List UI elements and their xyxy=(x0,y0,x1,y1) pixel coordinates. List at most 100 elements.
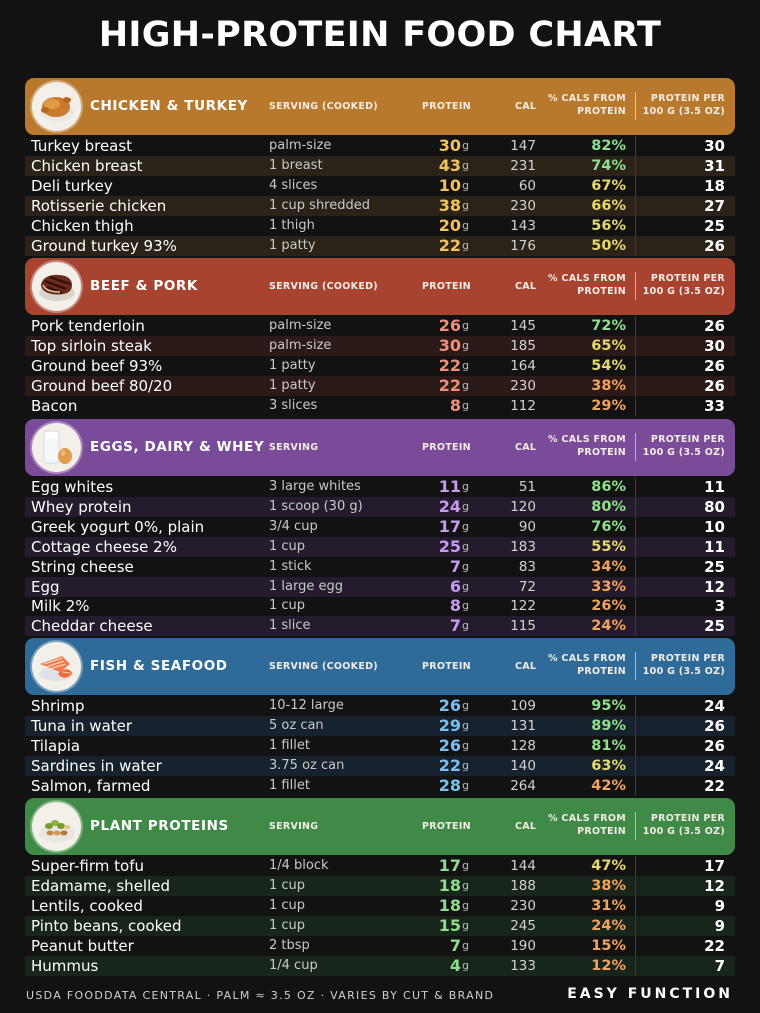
protein-unit: g xyxy=(462,158,469,172)
section-header-eggs: EGGS, DAIRY & WHEY SERVING PROTEIN CAL % CAL… xyxy=(25,419,735,476)
protein-per-100g: 27 xyxy=(704,196,725,215)
protein-amount: 24 xyxy=(438,496,461,516)
serving-size: 3/4 cup xyxy=(269,518,318,534)
protein-amount: 26 xyxy=(438,696,461,715)
protein-per-100g: 24 xyxy=(704,697,725,715)
food-row: Greek yogurt 0%, plain 3/4 cup 17 g 90 76% 10 xyxy=(25,516,735,537)
food-row: Ground turkey 93% 1 patty 22 g 176 50% 26 xyxy=(25,235,735,256)
protein-amount: 20 xyxy=(438,215,461,235)
food-row: Pinto beans, cooked 1 cup 15 g 245 24% 9 xyxy=(25,915,735,936)
food-row: Peanut butter 2 tbsp 7 g 190 15% 22 xyxy=(25,935,735,956)
pct-cals-from-protein: 34% xyxy=(591,558,626,575)
calories: 133 xyxy=(510,957,536,974)
protein-unit: g xyxy=(462,778,469,792)
food-row: Ground beef 80/20 1 patty 22 g 230 38% 26 xyxy=(25,375,735,396)
pct-cals-from-protein: 26% xyxy=(591,598,626,615)
column-header-pct-cals: % CALS FROM PROTEIN xyxy=(548,434,626,458)
column-header-serving: SERVING (COOKED) xyxy=(269,101,378,112)
pct-cals-from-protein: 55% xyxy=(591,538,626,555)
protein-amount: 7 xyxy=(449,556,461,576)
calories: 188 xyxy=(510,877,536,894)
protein-amount: 6 xyxy=(449,576,461,596)
protein-amount: 4 xyxy=(449,955,461,975)
milk-and-egg-icon xyxy=(32,423,81,472)
pct-cals-from-protein: 80% xyxy=(591,498,626,515)
protein-unit: g xyxy=(462,738,469,752)
food-row: Whey protein 1 scoop (30 g) 24 g 120 80% 80 xyxy=(25,496,735,517)
protein-amount: 7 xyxy=(449,935,461,955)
protein-per-100g: 22 xyxy=(704,776,725,795)
food-row: Sardines in water 3.75 oz can 22 g 140 63% 24 xyxy=(25,755,735,776)
calories: 112 xyxy=(510,397,536,414)
food-name: Milk 2% xyxy=(31,597,90,616)
protein-amount: 10 xyxy=(438,175,461,195)
food-name: Cottage cheese 2% xyxy=(31,537,177,556)
column-divider xyxy=(635,955,636,976)
calories: 128 xyxy=(510,737,536,754)
serving-size: 1 patty xyxy=(269,357,316,373)
pct-cals-from-protein: 47% xyxy=(591,858,626,874)
column-divider xyxy=(635,516,636,537)
protein-unit: g xyxy=(462,859,469,872)
food-row: Edamame, shelled 1 cup 18 g 188 38% 12 xyxy=(25,875,735,896)
calories: 131 xyxy=(510,717,536,734)
column-divider xyxy=(635,175,636,196)
column-divider xyxy=(635,92,636,120)
calories: 190 xyxy=(510,937,536,954)
column-divider xyxy=(635,715,636,736)
pct-cals-from-protein: 12% xyxy=(591,957,626,974)
serving-size: 1 scoop (30 g) xyxy=(269,498,363,514)
column-header-serving: SERVING (COOKED) xyxy=(269,661,378,672)
food-row: Rotisserie chicken 1 cup shredded 38 g 230 66… xyxy=(25,195,735,216)
protein-amount: 8 xyxy=(449,395,461,415)
food-name: Top sirloin steak xyxy=(31,336,152,355)
column-header-cal: CAL xyxy=(515,101,537,112)
calories: 183 xyxy=(510,538,536,555)
protein-unit: g xyxy=(462,699,469,712)
food-row: Ground beef 93% 1 patty 22 g 164 54% 26 xyxy=(25,355,735,376)
serving-size: 5 oz can xyxy=(269,717,324,733)
protein-unit: g xyxy=(462,718,469,732)
pct-cals-from-protein: 50% xyxy=(591,237,626,254)
calories: 230 xyxy=(510,197,536,214)
column-header-protein: PROTEIN xyxy=(422,281,471,292)
protein-unit: g xyxy=(462,758,469,772)
section-title: FISH & SEAFOOD xyxy=(90,658,228,674)
section-title: BEEF & PORK xyxy=(90,278,198,294)
protein-amount: 22 xyxy=(438,755,461,775)
serving-size: 1 cup shredded xyxy=(269,197,370,213)
food-name: Salmon, farmed xyxy=(31,776,151,795)
column-header-protein: PROTEIN xyxy=(422,661,471,672)
calories: 264 xyxy=(510,777,536,794)
protein-amount: 43 xyxy=(438,155,461,175)
protein-unit: g xyxy=(462,238,469,252)
food-name: Edamame, shelled xyxy=(31,876,171,895)
column-divider xyxy=(635,616,636,637)
food-row: Deli turkey 4 slices 10 g 60 67% 18 xyxy=(25,175,735,196)
food-name: Lentils, cooked xyxy=(31,896,143,915)
calories: 90 xyxy=(518,518,536,535)
pct-cals-from-protein: 76% xyxy=(591,518,626,535)
food-name: Bacon xyxy=(31,396,78,415)
serving-size: 1 cup xyxy=(269,897,306,913)
serving-size: 3.75 oz can xyxy=(269,757,345,773)
footer-source: USDA FOODDATA CENTRAL · PALM ≈ 3.5 OZ · … xyxy=(26,989,495,1002)
pct-cals-from-protein: 81% xyxy=(591,737,626,754)
page-title: HIGH-PROTEIN FOOD CHART xyxy=(98,15,662,55)
column-divider xyxy=(635,755,636,776)
column-header-serving: SERVING xyxy=(269,442,319,453)
food-name: Egg whites xyxy=(31,478,114,496)
serving-size: 1 stick xyxy=(269,558,312,574)
column-header-per-100g: PROTEIN PER 100 G (3.5 OZ) xyxy=(642,93,725,117)
protein-per-100g: 25 xyxy=(704,557,725,576)
food-row: Egg whites 3 large whites 11 g 51 86% 11 xyxy=(25,477,735,497)
serving-size: 10-12 large xyxy=(269,698,344,713)
food-name: Tuna in water xyxy=(31,716,133,735)
calories: 140 xyxy=(510,757,536,774)
column-divider xyxy=(635,856,636,876)
calories: 51 xyxy=(518,479,536,495)
food-row: Top sirloin steak palm-size 30 g 185 65% 30 xyxy=(25,335,735,356)
column-header-protein: PROTEIN xyxy=(422,821,471,832)
pct-cals-from-protein: 67% xyxy=(591,177,626,194)
food-name: Sardines in water xyxy=(31,756,162,775)
